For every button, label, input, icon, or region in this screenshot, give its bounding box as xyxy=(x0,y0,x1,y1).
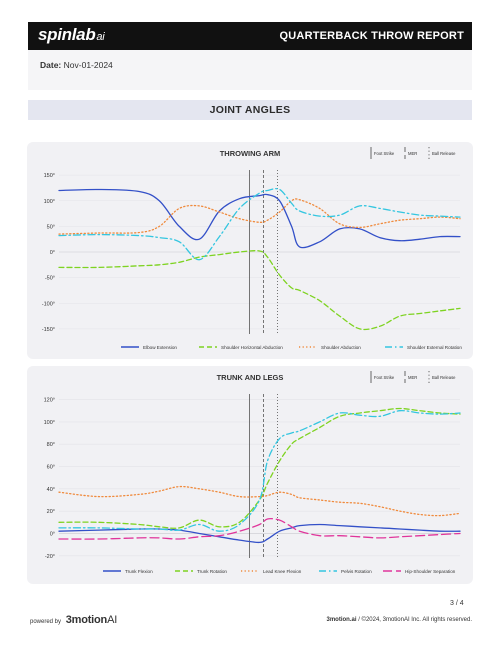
section-header: JOINT ANGLES xyxy=(28,100,472,120)
throwing-arm-legend-shoulder-abduction: Shoulder Abduction xyxy=(321,345,361,350)
throwing-arm-legend-elbow-extension: Elbow Extension xyxy=(143,345,177,350)
footer-copyright: 3motion.ai / ©2024, 3motionAI Inc. All r… xyxy=(327,617,473,623)
throwing-arm-legend-shoulder-external-rotation: Shoulder External Rotation xyxy=(407,345,462,350)
3motion-logo: 3motionAI xyxy=(65,614,118,626)
footer-copyright-text: / ©2024, 3motionAI Inc. All rights reser… xyxy=(358,617,472,623)
throwing-arm-y-tick-label: 50° xyxy=(47,224,55,230)
throwing-arm-y-tick-label: -50° xyxy=(45,276,55,282)
page-number: 3 / 4 xyxy=(450,600,464,607)
trunk-legs-y-tick-label: 80° xyxy=(47,442,55,448)
date-band: Date: Nov-01-2024 xyxy=(28,50,472,90)
throwing-arm-y-tick-label: -150° xyxy=(42,327,55,333)
trunk-legs-y-tick-label: 20° xyxy=(47,509,55,515)
throwing-arm-series-elbow-extension xyxy=(58,188,461,249)
trunk-legs-y-tick-label: 100° xyxy=(44,420,55,426)
throwing-arm-marker-legend-foot-strike: Foot Strike xyxy=(374,151,395,156)
trunk-legs-legend-trunk-flexion: Trunk Flexion xyxy=(125,569,153,574)
trunk-legs-series-pelvis-rotation xyxy=(58,409,461,532)
report-date: Date: Nov-01-2024 xyxy=(40,60,113,70)
trunk-legs-y-tick-label: -20° xyxy=(45,554,55,560)
trunk-legs-chart: TRUNK AND LEGS Foot Strike MER Ball Release… xyxy=(44,371,461,574)
throwing-arm-series-shoulder-external-rotation xyxy=(58,187,461,261)
trunk-legs-marker-legend-ball-release: Ball Release xyxy=(432,375,456,380)
throwing-arm-marker-legend-mer: MER xyxy=(408,151,417,156)
throwing-arm-y-tick-label: 100° xyxy=(44,199,55,205)
footer-powered-by: powered by 3motionAI xyxy=(30,614,118,626)
throwing-arm-y-tick-label: 0° xyxy=(50,250,55,256)
throwing-arm-series-shoulder-abduction xyxy=(58,198,461,235)
trunk-legs-chart-panel: TRUNK AND LEGS Foot Strike MER Ball Release… xyxy=(27,366,473,584)
trunk-legs-y-tick-label: 0° xyxy=(50,531,55,537)
throwing-arm-legend-shoulder-horizontal-abduction: Shoulder Horizontal Abduction xyxy=(221,345,283,350)
trunk-legs-legend-pelvis-rotation: Pelvis Rotation xyxy=(341,569,372,574)
trunk-legs-series-trunk-rotation xyxy=(58,407,461,529)
footer-site: 3motion.ai xyxy=(326,617,357,623)
throwing-arm-series-shoulder-horizontal-abduction xyxy=(58,250,461,331)
trunk-legs-series-hip-shoulder-separation xyxy=(58,518,461,540)
report-title: QUARTERBACK THROW REPORT xyxy=(279,30,464,42)
report-header: spinlabai QUARTERBACK THROW REPORT xyxy=(28,22,472,50)
throwing-arm-chart-title: THROWING ARM xyxy=(220,149,281,158)
trunk-legs-legend-hip-shoulder-separation: Hip-Shoulder Separation xyxy=(405,569,456,574)
throwing-arm-y-tick-label: 150° xyxy=(44,173,55,179)
trunk-legs-chart-title: TRUNK AND LEGS xyxy=(217,373,284,382)
trunk-legs-y-tick-label: 40° xyxy=(47,487,55,493)
trunk-legs-marker-legend-mer: MER xyxy=(408,375,417,380)
trunk-legs-y-tick-label: 60° xyxy=(47,465,55,471)
throwing-arm-marker-legend-ball-release: Ball Release xyxy=(432,151,456,156)
trunk-legs-legend-trunk-rotation: Trunk Rotation xyxy=(197,569,227,574)
trunk-legs-legend-lead-knee-flexion: Lead Knee Flexion xyxy=(263,569,302,574)
throwing-arm-chart: THROWING ARM Foot Strike MER Ball Release 15… xyxy=(42,147,462,350)
trunk-legs-y-tick-label: 120° xyxy=(44,398,55,404)
trunk-legs-series-lead-knee-flexion xyxy=(58,485,461,517)
section-title: JOINT ANGLES xyxy=(209,104,291,116)
throwing-arm-chart-panel: THROWING ARM Foot Strike MER Ball Release 15… xyxy=(27,142,473,359)
trunk-legs-marker-legend-foot-strike: Foot Strike xyxy=(374,375,395,380)
spinlab-logo: spinlabai xyxy=(38,25,105,44)
throwing-arm-y-tick-label: -100° xyxy=(42,301,55,307)
